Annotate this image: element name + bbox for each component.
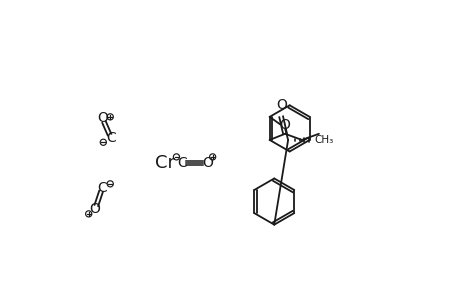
Text: C: C [97,181,107,195]
Text: O: O [279,118,290,131]
Text: O: O [275,98,286,112]
Text: O: O [97,111,108,125]
Text: O: O [89,202,100,216]
Text: C: C [177,156,186,170]
Text: CH₃: CH₃ [313,135,333,145]
Text: Cr: Cr [155,154,174,172]
Text: O: O [202,156,212,170]
Text: C: C [106,131,116,146]
